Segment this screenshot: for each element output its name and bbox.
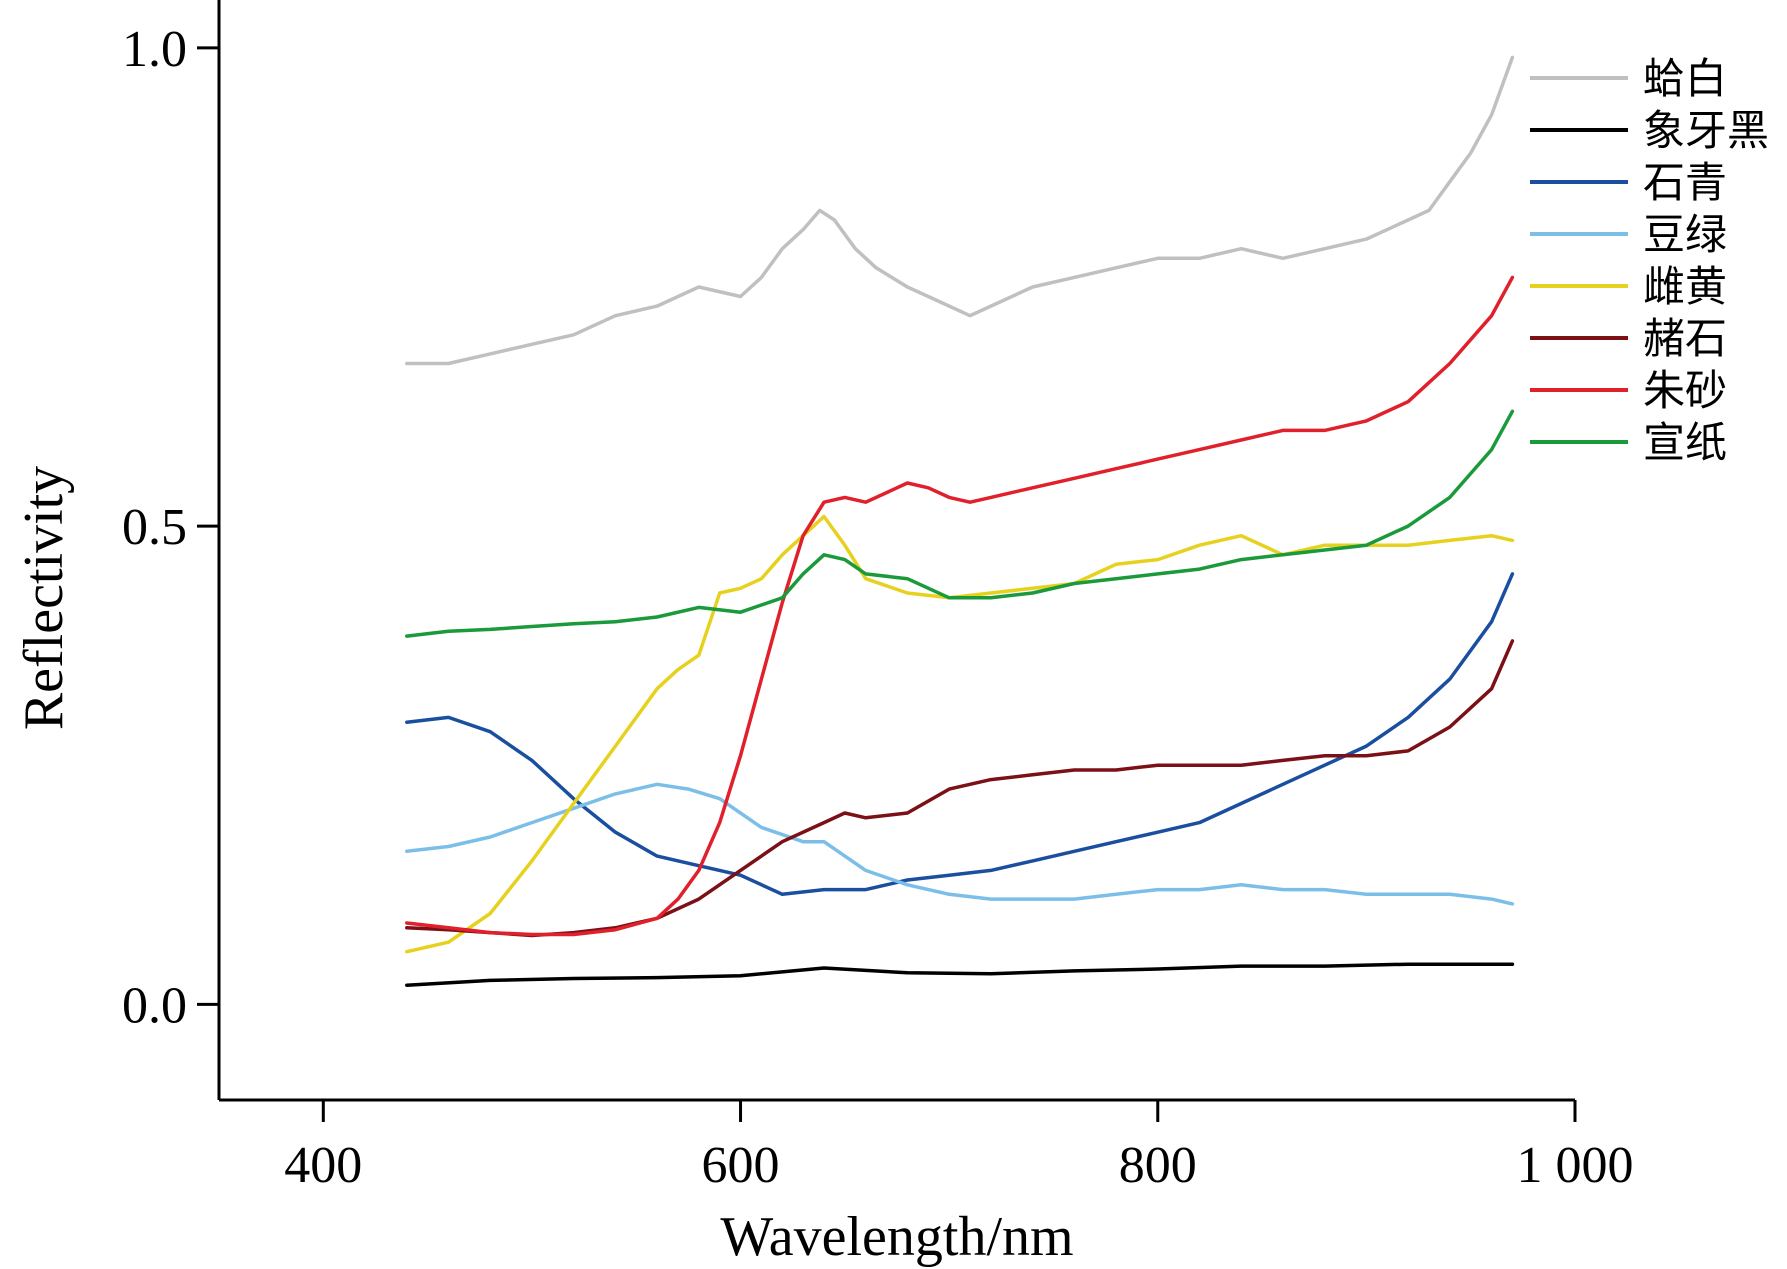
legend-label: 朱砂 (1643, 366, 1727, 415)
y-axis-title: Reflectivity (13, 466, 75, 730)
x-tick-label: 800 (1119, 1137, 1197, 1194)
y-tick-label: 1.0 (122, 21, 187, 78)
series-line (405, 55, 1515, 366)
y-tick-label: 0.5 (122, 499, 187, 556)
y-ticks: 0.0 0.5 1.0 (122, 21, 219, 1034)
series-line (405, 572, 1515, 897)
legend-label: 雌黄 (1643, 262, 1727, 311)
legend-label: 宣纸 (1643, 418, 1727, 467)
y-tick-label: 0.0 (122, 977, 187, 1034)
legend-label: 象牙黑 (1643, 106, 1769, 155)
x-axis-title: Wavelength/nm (720, 1206, 1073, 1268)
legend-label: 蛤白 (1643, 54, 1727, 103)
legend-label: 豆绿 (1643, 210, 1727, 259)
series-line (405, 514, 1515, 954)
series-line (405, 639, 1515, 938)
legend-label: 赭石 (1643, 314, 1727, 363)
x-ticks: 400 600 800 1 000 (284, 1100, 1634, 1194)
legend-label: 石青 (1643, 158, 1727, 207)
series-group (405, 55, 1515, 987)
series-line (405, 275, 1515, 937)
x-tick-label: 400 (284, 1137, 362, 1194)
series-line (405, 409, 1515, 638)
x-tick-label: 1 000 (1517, 1137, 1634, 1194)
series-line (405, 782, 1515, 906)
x-tick-label: 600 (702, 1137, 780, 1194)
axes (217, 0, 1575, 1102)
series-line (405, 962, 1515, 987)
